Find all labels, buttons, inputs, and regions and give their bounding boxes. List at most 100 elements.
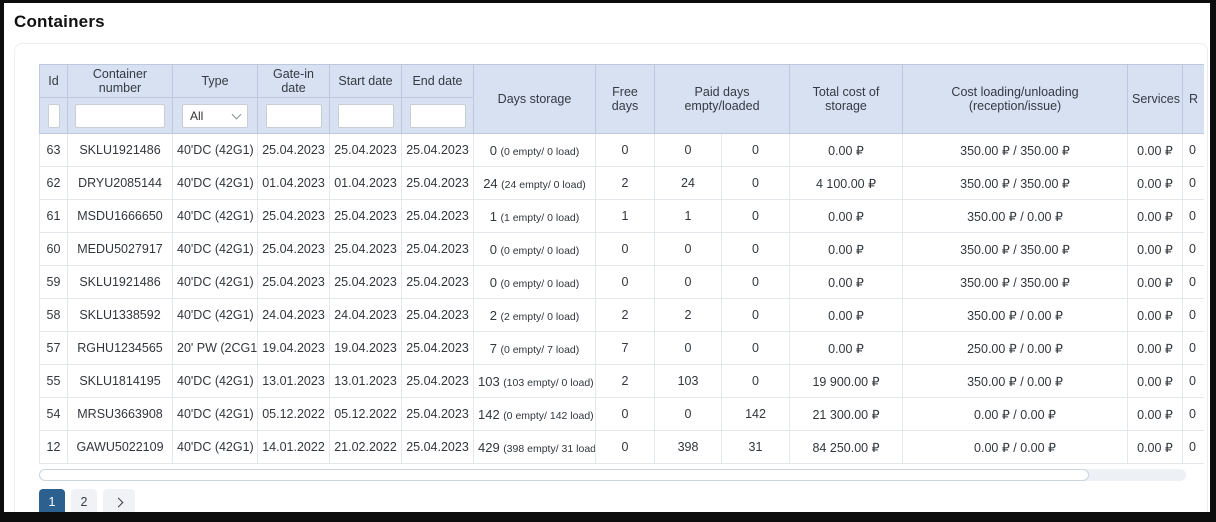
cell-paid-days-loaded: 0 [720,133,791,167]
cell-paid-days-loaded: 0 [720,331,791,365]
cell-container-number: MRSU3663908 [67,397,173,431]
gate-in-date-filter-input[interactable] [265,103,322,128]
cell-gate-in-date: 14.01.2022 [257,430,330,464]
cell-total-cost: 0.00 ₽ [789,331,904,365]
cell-container-number: MEDU5027917 [67,232,173,266]
table-row: 58 SKLU1338592 40'DC (42G1) 24.04.2023 2… [39,298,1204,332]
cell-gate-in-date: 25.04.2023 [257,265,330,299]
cell-services: 0.00 ₽ [1127,232,1184,266]
page-1-button[interactable]: 1 [39,489,65,512]
cell-cost-loading-unloading: 0.00 ₽ / 0.00 ₽ [902,430,1129,464]
cell-free-days: 0 [595,232,655,266]
cell-clipped: 0 [1182,133,1204,167]
table-row: 62 DRYU2085144 40'DC (42G1) 01.04.2023 0… [39,166,1204,200]
cell-free-days: 0 [595,265,655,299]
cell-clipped: 0 [1182,232,1204,266]
cell-paid-days-loaded: 0 [720,232,791,266]
start-date-filter-input[interactable] [337,103,394,128]
days-number: 429 [478,439,500,455]
cell-container-number: SKLU1338592 [67,298,173,332]
cell-end-date: 25.04.2023 [401,133,474,167]
cell-gate-in-date: 25.04.2023 [257,133,330,167]
cell-paid-days-loaded: 0 [720,364,791,398]
cell-paid-days-empty: 24 [654,166,722,200]
cell-paid-days-loaded: 0 [720,265,791,299]
page-2-button[interactable]: 2 [71,489,97,512]
filter-cell-container [67,97,173,134]
horizontal-scrollbar[interactable] [39,469,1186,481]
app-window: Containers Id Container number Type Gate… [4,3,1210,512]
cell-end-date: 25.04.2023 [401,199,474,233]
column-header-end-date[interactable]: End date [401,64,474,98]
cell-paid-days-empty: 2 [654,298,722,332]
next-page-button[interactable] [103,489,135,512]
cell-gate-in-date: 24.04.2023 [257,298,330,332]
end-date-filter-input[interactable] [409,103,466,128]
cell-total-cost: 84 250.00 ₽ [789,430,904,464]
table-row: 55 SKLU1814195 40'DC (42G1) 13.01.2023 1… [39,364,1204,398]
cell-type: 40'DC (42G1) [172,232,258,266]
table-row: 57 RGHU1234565 20' PW (2CG1) 19.04.2023 … [39,331,1204,365]
days-detail: (103 empty/ 0 load) [503,376,594,389]
column-header-paid-days[interactable]: Paid days empty/loaded [653,64,791,134]
cell-gate-in-date: 25.04.2023 [257,232,330,266]
cell-days-storage: 429 (398 empty/ 31 load) [473,430,596,464]
cell-paid-days-empty: 0 [654,331,722,365]
column-header-cost-loading[interactable]: Cost loading/unloading (reception/issue) [902,64,1129,134]
cell-total-cost: 19 900.00 ₽ [789,364,904,398]
cell-services: 0.00 ₽ [1127,199,1184,233]
cell-type: 40'DC (42G1) [172,397,258,431]
cell-id: 57 [39,331,68,365]
cell-clipped: 0 [1182,265,1204,299]
column-header-clipped[interactable]: R [1182,64,1204,134]
days-detail: (398 empty/ 31 load) [503,442,596,455]
cell-paid-days-empty: 0 [654,265,722,299]
cell-type: 40'DC (42G1) [172,133,258,167]
cell-days-storage: 24 (24 empty/ 0 load) [473,166,596,200]
cell-type: 40'DC (42G1) [172,265,258,299]
cell-gate-in-date: 05.12.2022 [257,397,330,431]
page-title: Containers [14,12,105,31]
cell-days-storage: 7 (0 empty/ 7 load) [473,331,596,365]
column-header-type[interactable]: Type [172,64,258,98]
column-header-id[interactable]: Id [39,64,68,98]
cell-services: 0.00 ₽ [1127,430,1184,464]
cell-clipped: 0 [1182,331,1204,365]
containers-table: Id Container number Type Gate-in date St… [39,64,1204,464]
cell-container-number: SKLU1921486 [67,265,173,299]
column-header-start-date[interactable]: Start date [329,64,402,98]
column-header-free-days[interactable]: Free days [595,64,655,134]
column-header-gate-in-date[interactable]: Gate-in date [257,64,330,98]
chevron-down-icon [231,109,242,119]
cell-id: 55 [39,364,68,398]
cell-days-storage: 142 (0 empty/ 142 load) [473,397,596,431]
id-filter-input[interactable] [47,103,60,128]
days-detail: (1 empty/ 0 load) [500,211,580,224]
container-number-filter-input[interactable] [75,103,165,128]
cell-id: 54 [39,397,68,431]
cell-container-number: RGHU1234565 [67,331,173,365]
cell-total-cost: 0.00 ₽ [789,133,904,167]
cell-start-date: 25.04.2023 [329,232,402,266]
cell-cost-loading-unloading: 350.00 ₽ / 350.00 ₽ [902,265,1129,299]
cell-container-number: SKLU1921486 [67,133,173,167]
column-header-total-cost[interactable]: Total cost of storage [789,64,904,134]
column-header-services[interactable]: Services [1127,64,1184,134]
column-header-container-number[interactable]: Container number [67,64,173,98]
cell-end-date: 25.04.2023 [401,364,474,398]
cell-cost-loading-unloading: 250.00 ₽ / 0.00 ₽ [902,331,1129,365]
cell-cost-loading-unloading: 350.00 ₽ / 0.00 ₽ [902,298,1129,332]
days-number: 1 [489,208,497,224]
column-header-days-storage[interactable]: Days storage [473,64,596,134]
cell-container-number: MSDU1666650 [67,199,173,233]
cell-free-days: 2 [595,298,655,332]
days-number: 0 [489,274,497,290]
scrollbar-thumb[interactable] [39,469,1089,481]
table-row: 61 MSDU1666650 40'DC (42G1) 25.04.2023 2… [39,199,1204,233]
cell-type: 40'DC (42G1) [172,364,258,398]
cell-paid-days-loaded: 0 [720,199,791,233]
filter-cell-start [329,97,402,134]
type-filter-select[interactable]: All [182,103,248,128]
cell-type: 40'DC (42G1) [172,298,258,332]
cell-paid-days-empty: 0 [654,232,722,266]
